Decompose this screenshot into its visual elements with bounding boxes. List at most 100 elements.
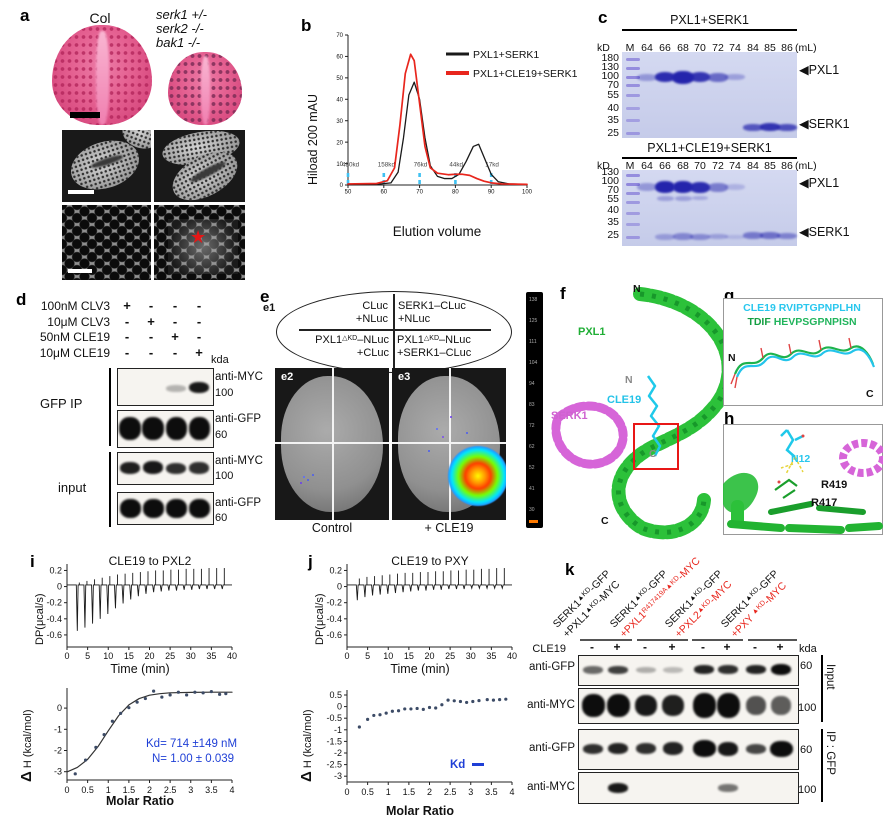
lane-label: 64 <box>641 42 653 54</box>
d-kda-label: kda <box>211 354 229 366</box>
band <box>608 783 628 793</box>
ladder-mark <box>626 201 640 204</box>
residue-label: N12 <box>791 453 811 465</box>
data-point <box>143 696 147 701</box>
tick-label: 5 <box>365 651 370 661</box>
tick-label: 0.5 <box>329 690 342 700</box>
tick-label: Kd= 714 ±149 nM <box>146 738 237 750</box>
data-point <box>152 689 156 693</box>
tick-label: 20 <box>424 651 434 661</box>
gel-2-title: PXL1+CLE19+SERK1 <box>647 141 772 155</box>
tick-label: 60 <box>380 190 387 196</box>
lane-label: M <box>625 42 635 54</box>
treatment-sign: + <box>195 344 203 360</box>
tick-label: 0 <box>344 787 349 797</box>
band <box>188 499 210 518</box>
gel-image <box>622 52 797 138</box>
data-point <box>185 693 189 697</box>
j-time-axis-label: Time (min) <box>390 662 450 676</box>
scale-value: 111 <box>529 339 537 345</box>
kd-column-label: kD <box>597 160 610 172</box>
data-point <box>485 698 489 702</box>
input-bracket <box>109 452 111 527</box>
data-point <box>452 699 456 703</box>
text-segment: CLuc <box>362 300 388 312</box>
k-group-underline <box>748 639 797 641</box>
scale-value: 94 <box>529 381 535 387</box>
tick-label: 0 <box>344 651 349 661</box>
tick-label: 5 <box>85 651 90 661</box>
k-group-underline <box>692 639 743 641</box>
gel-2-title-underline <box>622 157 797 159</box>
k-mw-100-input: 100 <box>798 702 817 714</box>
lane-label: 66 <box>659 160 671 172</box>
data-point <box>94 745 98 749</box>
band <box>690 182 710 193</box>
band <box>655 72 675 82</box>
tick-label: 100 <box>522 190 533 196</box>
panel-i-label: i <box>30 552 35 571</box>
seg-line: PXL1△KD–NLuc <box>397 333 471 347</box>
band <box>692 693 716 718</box>
tick-label: -1 <box>334 725 342 735</box>
band <box>692 740 716 757</box>
band <box>716 693 740 718</box>
tick-label: 0.2 <box>329 565 342 575</box>
oxygen-dot <box>801 434 805 438</box>
band <box>674 196 692 201</box>
ladder-mark <box>626 58 640 61</box>
text-segment: SERK1–CLuc <box>398 300 466 312</box>
mw-label: 130 <box>601 166 619 178</box>
data-point <box>110 719 114 723</box>
serk1-label: SERK1 <box>551 410 588 422</box>
data-point <box>102 733 106 737</box>
leaf-divider-horizontal <box>275 442 389 445</box>
data-point <box>218 692 222 696</box>
treatment-sign: - <box>172 344 178 360</box>
j-dh-axis-label: Δ H (kcal/mol) <box>298 709 315 782</box>
tick-label: 0 <box>57 582 62 592</box>
text-segment: TDIF <box>747 316 774 328</box>
pxl1-label: PXL1 <box>578 326 606 338</box>
antibody-label: anti-MYC <box>527 699 575 711</box>
ladder-mark <box>626 212 640 215</box>
ellipse-horizontal-divider <box>299 329 491 331</box>
data-point <box>372 713 376 718</box>
magenta-helix <box>839 439 883 477</box>
ml-unit-label: (mL) <box>795 42 817 54</box>
seg-line: +CLuc <box>282 347 389 360</box>
band <box>690 72 710 82</box>
left-arrow-icon: ◀ <box>799 117 809 131</box>
data-point <box>224 692 228 696</box>
lane-label: 86 <box>781 42 793 54</box>
scale-value: 125 <box>529 318 538 324</box>
data-point <box>440 703 444 707</box>
tick-label: 4 <box>509 787 514 797</box>
text-segment: H (kcal/mol) <box>22 709 34 772</box>
ladder-mark <box>626 183 640 186</box>
tick-label: Kd <box>450 759 465 771</box>
text-segment: –NLuc <box>357 334 389 346</box>
band <box>769 741 793 757</box>
arrow-serk1-gel2: ◀SERK1 <box>799 224 850 239</box>
antibody-label: anti-MYC <box>215 455 263 467</box>
tick-label: 40 <box>507 651 517 661</box>
treatment-sign: - <box>172 298 178 313</box>
k-cle19-label: CLE19 <box>532 643 566 655</box>
sem-pollen-mutant <box>154 130 245 202</box>
left-arrow-icon: ◀ <box>799 176 809 190</box>
antibody-label: anti-GFP <box>528 742 575 754</box>
anther-image-mutant <box>168 52 242 125</box>
text-segment: △KD <box>342 335 358 342</box>
ladder-mark <box>626 119 640 122</box>
tick-label: PXL1+SERK1 <box>473 49 539 61</box>
cle19-peptide <box>646 375 662 457</box>
scale-value: 72 <box>529 423 535 429</box>
treatment-sign: - <box>172 313 178 329</box>
mutant-genotype: serk1 +/- serk2 -/- bak1 -/- <box>156 8 207 50</box>
tick-label: -0.4 <box>46 614 62 624</box>
mw-label: 70 <box>607 79 619 91</box>
tick-label: 0.5 <box>81 785 94 795</box>
antibody-label: anti-GFP <box>528 661 575 673</box>
